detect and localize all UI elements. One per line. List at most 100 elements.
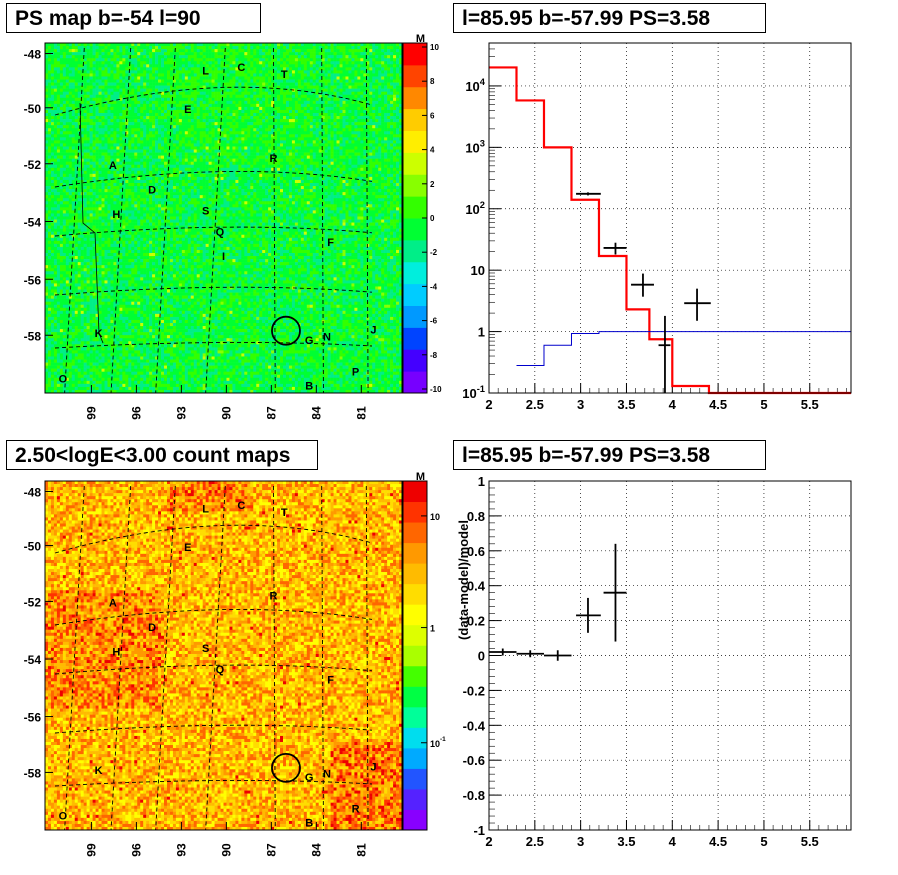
map2-colorbar-band-16 [403, 481, 427, 503]
map0-colorbar-band-9 [403, 174, 427, 197]
map0-ytick-label--48: -48 [24, 48, 42, 62]
map0-source-label-B: B [305, 381, 313, 393]
map0-source-label-L: L [202, 66, 209, 78]
map2-xtick-label-99: 99 [84, 843, 98, 857]
residual-ytick-label-1: 1 [478, 474, 485, 489]
map0-mask-edge [79, 102, 104, 344]
residual-point-4 [603, 543, 627, 642]
map0-colorbar-band-0 [403, 371, 427, 394]
residual-xtick-label-4.5: 4.5 [709, 834, 727, 849]
map0-xtick-label-93: 93 [174, 406, 188, 420]
map0-source-label-I: I [222, 251, 225, 263]
map2-colorbar-band-10 [403, 604, 427, 626]
spectrum-ytick-label-1: 1 [478, 325, 485, 340]
map2-colorbar-band-0 [403, 809, 427, 831]
map2-source-label-N: N [323, 769, 331, 781]
spectrum-xtick-label-4: 4 [669, 397, 677, 412]
spectrum-plot-area [489, 43, 851, 393]
map0-cbtick-label-4: 2 [430, 180, 435, 189]
map0-cbtick-label-10: -10 [430, 385, 442, 394]
spectrum-xtick-label-5: 5 [760, 397, 767, 412]
map0-colorbar-band-11 [403, 130, 427, 153]
map0-source-label-E: E [184, 104, 191, 116]
residual-point-2 [543, 650, 572, 661]
map2-xtick-label-90: 90 [219, 843, 233, 857]
spectrum-point-4 [684, 288, 711, 321]
panel1-title: PS map b=-54 l=90 [6, 3, 261, 33]
map0-xtick-label-99: 99 [84, 406, 98, 420]
map2-source-label-R: R [270, 591, 278, 603]
map0-source-label-C: C [237, 62, 245, 74]
map2-ytick-label--50: -50 [24, 540, 42, 554]
map2-parallel-1 [54, 608, 373, 626]
map2-colorbar-band-14 [403, 522, 427, 544]
map2-parallel-3 [54, 724, 373, 734]
spectrum-point-2 [631, 273, 654, 297]
panel3-title: 2.50<logE<3.00 count maps [6, 440, 318, 470]
map0-source-label-N: N [323, 332, 331, 344]
spectrum-ytick-label-10^2: 102 [465, 200, 485, 217]
map2-cbtick-label-0: 10 [430, 512, 440, 522]
residual-xtick-label-5: 5 [760, 834, 767, 849]
map2-source-label-D: D [148, 622, 156, 634]
map2-cbtick-label-2: 10-1 [430, 736, 446, 749]
map0-ytick-label--54: -54 [24, 216, 42, 230]
residual-ylabel: (data-model)/model [456, 520, 471, 640]
map2-parallel-0 [54, 524, 373, 554]
map2-meridian-0 [64, 485, 85, 831]
map0-colorbar-band-2 [403, 327, 427, 350]
map0-xtick-label-87: 87 [264, 406, 278, 420]
residual-frame [488, 480, 852, 831]
map0-colorbar-band-8 [403, 196, 427, 219]
map0-meridian-2 [155, 47, 176, 394]
map2-colorbar-band-3 [403, 747, 427, 769]
residual-ytick-label-0.8: 0.8 [467, 509, 485, 524]
spectrum-xtick-label-5.5: 5.5 [801, 397, 819, 412]
spectrum-xtick-label-2.5: 2.5 [526, 397, 544, 412]
map2-source-label-J: J [370, 762, 376, 774]
panel4-title: l=85.95 b=-57.99 PS=3.58 [453, 440, 766, 470]
residual-ytick-label-0.4: 0.4 [467, 579, 486, 594]
map0-source-label-S: S [202, 206, 209, 218]
map2-parallel-4 [54, 779, 373, 787]
map2-meridian-4 [273, 485, 276, 831]
spectrum-frame [488, 42, 852, 394]
map2-colorbar-band-12 [403, 563, 427, 585]
residual-point-0 [489, 648, 517, 656]
map2-colorbar-band-13 [403, 542, 427, 564]
residual-ytick-label--1: -1 [473, 823, 485, 838]
residual-ytick-label-0: 0 [478, 649, 485, 664]
map2-source-label-A: A [109, 598, 117, 610]
map0-xtick-label-81: 81 [354, 406, 368, 420]
map0-meridian-4 [273, 47, 276, 394]
map0-source-label-R: R [270, 153, 278, 165]
map2-colorbar-band-9 [403, 624, 427, 646]
map0-meridian-1 [110, 47, 132, 394]
map2-meridian-3 [205, 485, 226, 831]
map0-highlight-circle [271, 315, 301, 346]
map2-colorbar-band-15 [403, 501, 427, 523]
spectrum-series-0 [489, 66, 851, 395]
map0-cbtick-label-3: 4 [430, 146, 435, 155]
map0-cbtick-label-8: -6 [430, 317, 438, 326]
map0-colorbar-band-10 [403, 152, 427, 175]
spectrum-point-1 [603, 242, 627, 255]
residual-xtick-label-5.5: 5.5 [801, 834, 819, 849]
residual-ytick-label--0.4: -0.4 [463, 718, 486, 733]
map0-xtick-label-84: 84 [309, 406, 323, 420]
residual-xtick-label-2.5: 2.5 [526, 834, 544, 849]
map2-colorbar-corner-label: M [416, 471, 425, 483]
spectrum-ytick-label-10^4: 104 [465, 77, 485, 94]
map0-xtick-label-96: 96 [129, 406, 143, 420]
map0-source-label-O: O [59, 374, 68, 386]
map0-cbtick-label-0: 10 [430, 43, 439, 52]
map2-source-label-K: K [95, 765, 103, 777]
map0-source-label-D: D [148, 185, 156, 197]
map2-frame [44, 480, 403, 831]
map2-pixels [45, 481, 403, 831]
spectrum-series-1 [516, 331, 851, 367]
map2-source-label-S: S [202, 643, 209, 655]
map0-colorbar-band-14 [403, 64, 427, 88]
residual-xtick-label-4: 4 [669, 834, 677, 849]
map2-ytick-label--58: -58 [24, 766, 42, 780]
